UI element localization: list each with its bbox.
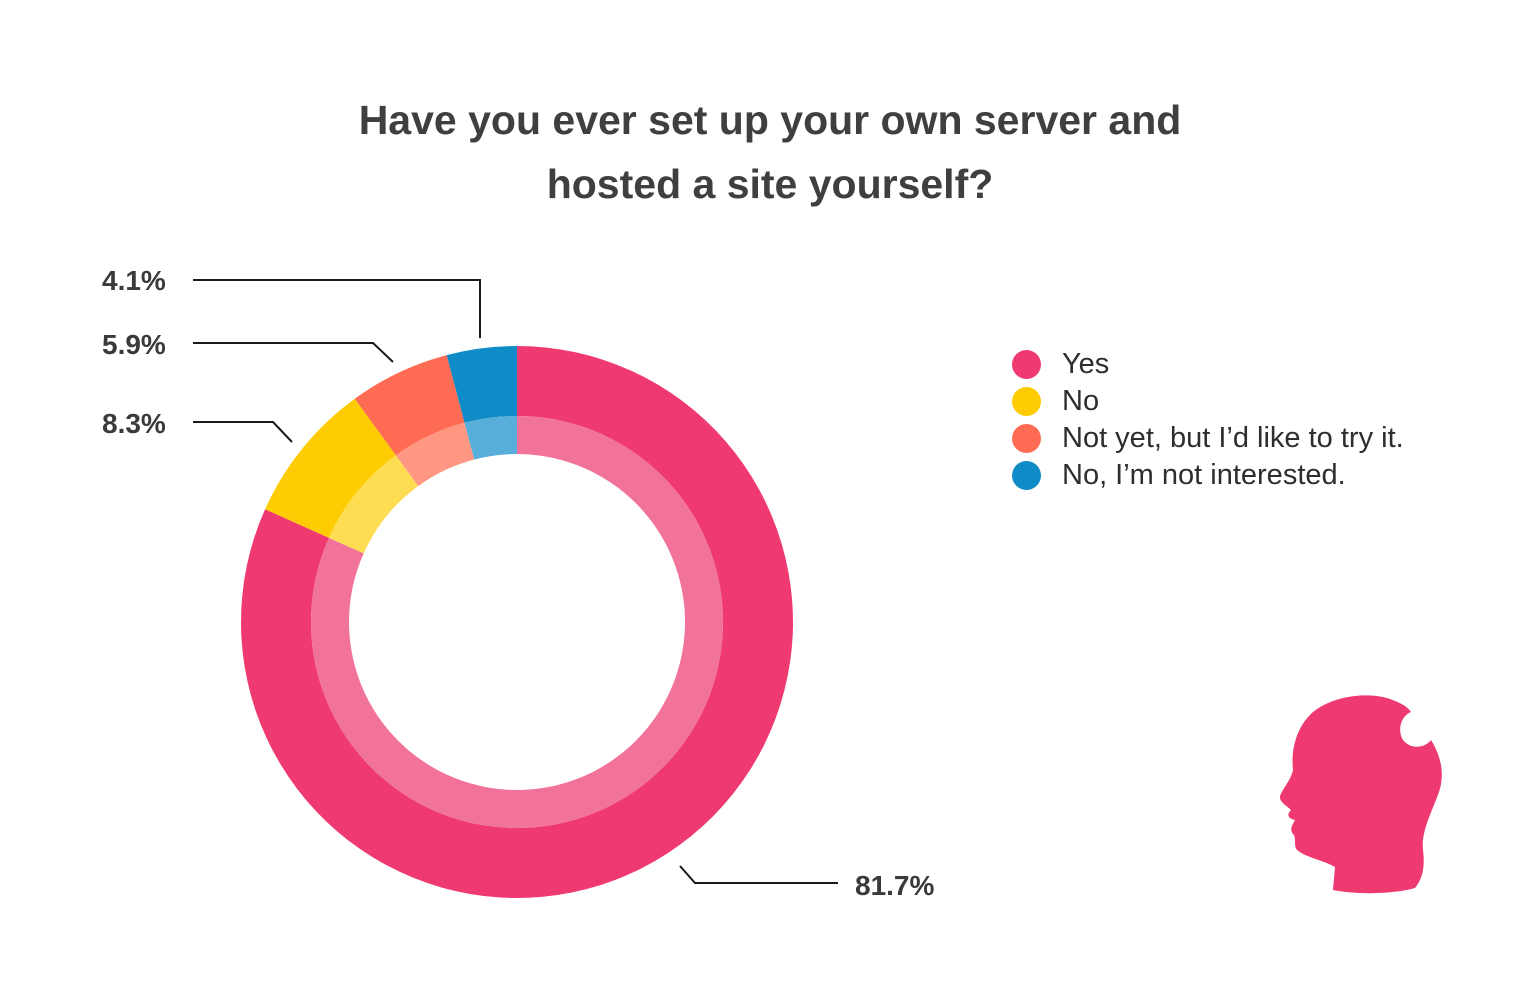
data-label-not-yet: 5.9%: [102, 329, 166, 360]
legend-swatch-not-yet: [1012, 424, 1041, 453]
slice-inner-not-yet-but-i-d-like-to-try-it: [395, 422, 475, 487]
slice-inner-no: [328, 455, 419, 554]
chart-title-line-2: hosted a site yourself?: [546, 161, 994, 207]
leader-line-yes: [679, 865, 838, 884]
legend-label-no: No: [1062, 385, 1100, 417]
legend-item-not-interested: No, I’m not interested.: [1012, 457, 1404, 494]
legend-label-not-interested: No, I’m not interested.: [1062, 459, 1346, 491]
leader-line-no: [193, 421, 293, 443]
leader-line-not-yet: [193, 342, 394, 363]
data-label-yes: 81.7%: [855, 870, 935, 901]
chart-title: Have you ever set up your own server and…: [220, 88, 1320, 216]
head-silhouette-icon: [1279, 695, 1442, 894]
slice-no: [265, 398, 396, 538]
data-label-no: 8.3%: [102, 408, 166, 439]
donut-slices: [240, 346, 794, 898]
legend-label-yes: Yes: [1062, 348, 1110, 380]
legend-label-not-yet: Not yet, but I’d like to try it.: [1062, 422, 1404, 454]
chart-title-line-1: Have you ever set up your own server and: [358, 97, 1182, 143]
slice-no-i-m-not-interested: [446, 346, 517, 423]
legend-item-not-yet: Not yet, but I’d like to try it.: [1012, 420, 1404, 457]
legend: Yes No Not yet, but I’d like to try it. …: [1012, 346, 1404, 494]
leader-line-not-interested: [193, 279, 481, 338]
legend-swatch-not-interested: [1012, 461, 1041, 490]
callout-leader-lines: [193, 279, 838, 884]
slice-inner-no-i-m-not-interested: [464, 416, 517, 460]
legend-swatch-no: [1012, 387, 1041, 416]
legend-item-yes: Yes: [1012, 346, 1404, 383]
slice-not-yet-but-i-d-like-to-try-it: [354, 355, 465, 456]
data-label-not-interested: 4.1%: [102, 265, 166, 296]
legend-swatch-yes: [1012, 350, 1041, 379]
legend-item-no: No: [1012, 383, 1404, 420]
